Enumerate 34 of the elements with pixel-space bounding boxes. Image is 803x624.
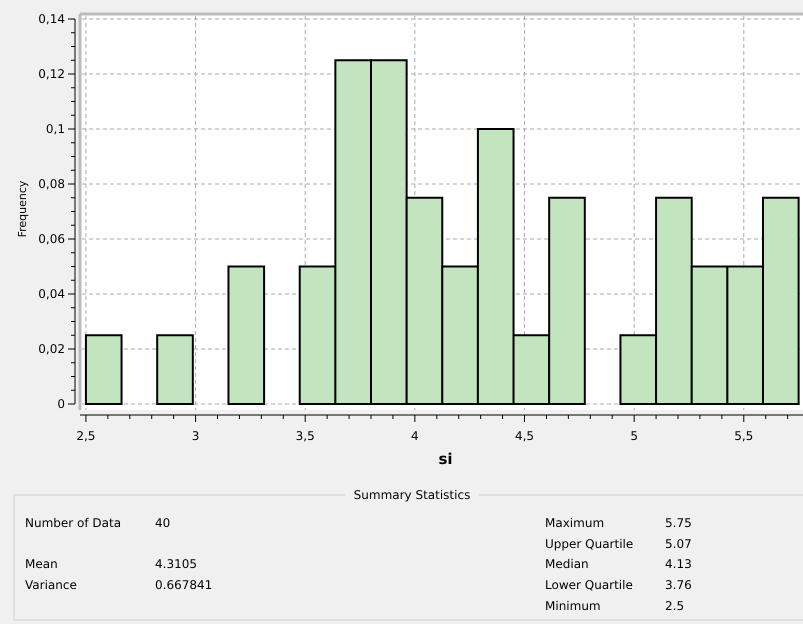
y-tick-label: 0,14 [38,12,65,26]
text: Variance [25,578,77,592]
y-tick-label: 0,06 [38,232,65,246]
text: Upper Quartile [545,537,634,551]
y-axis-title: Frequency [16,180,29,238]
y-tick-label: 0,04 [38,287,65,302]
text: Lower Quartile [545,578,633,592]
x-tick-label: 2,5 [76,429,96,443]
y-tick-label: 0,1 [46,122,65,136]
x-tick-label: 3 [192,429,200,443]
y-tick-label: 0,02 [38,342,65,356]
text: 5.75 [665,516,692,530]
text: 5.07 [665,537,692,551]
y-tick-label: 0,12 [38,67,65,82]
text: 40 [155,516,170,530]
text: 2.5 [665,599,684,613]
text: Median [545,557,589,571]
y-tick-label: 0 [57,397,65,412]
text: Minimum [545,599,601,613]
x-tick-label: 5,5 [734,429,754,443]
text: 4.3105 [155,557,197,571]
text: 4.13 [665,557,692,571]
text: 3.76 [665,578,692,592]
text: Summary Statistics [354,488,470,502]
x-tick-label: 3,5 [296,429,315,443]
y-tick-label: 0,08 [38,177,65,192]
text: Maximum [545,516,604,530]
x-tick-label: 4 [411,429,419,443]
x-tick-label: 4,5 [514,429,534,443]
text: Mean [25,557,58,571]
x-axis-title: si [438,450,453,468]
text: 0.667841 [155,578,212,592]
text: Number of Data [25,516,122,530]
x-tick-label: 5 [630,429,638,443]
